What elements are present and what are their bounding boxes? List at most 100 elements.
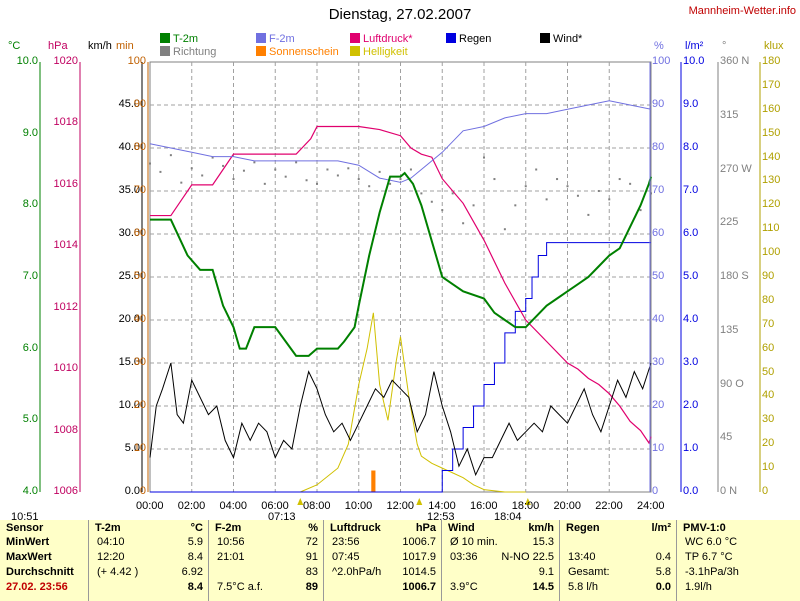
axis-tick-wind: 20.0	[118, 313, 140, 325]
table-cell: 10:56	[217, 536, 245, 548]
axis-tick-direction: 135	[720, 323, 739, 336]
axis-tick-direction: 225	[720, 216, 739, 229]
axis-tick-direction: 180 S	[720, 270, 749, 282]
table-column: Luftdruck hPa 23:56 1006.7 07:45 1017.9 ^2.0hP…	[323, 520, 442, 601]
x-tick-label: 20:00	[553, 500, 582, 512]
legend-item: Wind*	[540, 33, 582, 46]
axis-tick-humidity: 80	[652, 141, 665, 153]
axis-tick-temp: 7.0	[22, 270, 38, 282]
table-header: T-2m	[95, 522, 121, 534]
table-cell-value: 89	[305, 581, 318, 593]
table-cell: -3.1hPa/3h	[685, 566, 739, 578]
axis-tick-lux: 140	[762, 150, 781, 163]
richtung-point	[514, 204, 517, 207]
table-cell-value: 72	[305, 536, 318, 548]
x-tick-label: 06:00	[261, 500, 289, 512]
sunset-marker	[524, 498, 531, 505]
axis-unit-direction: °	[722, 40, 727, 52]
x-tick-label: 04:00	[219, 500, 248, 512]
table-column: F-2m% 10:56 72 21:01 91 83 7.5°C a.f. 89	[208, 520, 324, 601]
page-title: Dienstag, 27.02.2007	[328, 6, 472, 23]
richtung-point	[316, 182, 318, 185]
richtung-point	[232, 178, 235, 181]
axis-tick-lux: 80	[762, 293, 775, 306]
richtung-point	[389, 182, 392, 185]
axis-tick-lux: 90	[762, 270, 775, 282]
richtung-point	[639, 209, 642, 212]
richtung-point	[305, 179, 308, 182]
richtung-point	[149, 162, 151, 165]
table-cell-value: 8.4	[187, 581, 203, 593]
axis-tick-lux: 100	[762, 246, 781, 259]
axis-tick-lux: 160	[762, 102, 781, 115]
table-header: Luftdruck	[330, 522, 381, 534]
axis-tick-minutes: 0	[139, 485, 146, 497]
richtung-point	[618, 178, 621, 181]
richtung-point	[503, 228, 506, 231]
richtung-point	[201, 174, 204, 177]
axis-tick-temp: 5.0	[22, 413, 38, 426]
axis-tick-temp: 4.0	[22, 485, 38, 497]
series-luftdruck	[150, 125, 652, 445]
axis-tick-lux: 20	[762, 437, 775, 450]
richtung-point	[576, 194, 579, 197]
legend-label: Luftdruck*	[363, 33, 413, 45]
axis-tick-minutes: 10	[133, 442, 146, 454]
table-cell-value: 91	[305, 551, 318, 563]
richtung-point	[430, 200, 433, 203]
table-row-label: Durchschnitt	[6, 566, 74, 578]
axis-tick-wind: 25.0	[118, 270, 140, 282]
legend-label: F-2m	[269, 33, 295, 45]
richtung-point	[378, 170, 381, 173]
axis-tick-rain: 9.0	[683, 98, 699, 110]
richtung-point	[284, 175, 287, 178]
axis-tick-rain: 3.0	[683, 356, 699, 368]
axis-tick-humidity: 0	[652, 485, 659, 497]
richtung-point	[608, 198, 611, 201]
axis-tick-humidity: 100	[652, 55, 671, 67]
table-cell: ^2.0hPa/h	[332, 566, 382, 578]
series-t2m	[150, 171, 652, 357]
table-cell: Gesamt:	[568, 566, 610, 578]
table-cell-value: 1006.7	[402, 536, 436, 548]
table-cell: (+ 4.42 )	[97, 566, 139, 578]
noon-marker	[416, 498, 423, 505]
axis-tick-temp: 6.0	[22, 341, 38, 354]
table-cell-value: 0.4	[655, 551, 671, 563]
richtung-point	[159, 170, 162, 173]
site-link[interactable]: Mannheim-Wetter.info	[688, 5, 796, 17]
axis-tick-wind: 30.0	[118, 227, 140, 239]
table-row-label: MaxWert	[6, 551, 52, 563]
richtung-point	[566, 185, 569, 188]
richtung-point	[462, 222, 465, 225]
legend-item: Regen	[446, 33, 491, 46]
table-cell: 03:36	[450, 551, 478, 563]
axis-tick-rain: 0.0	[683, 485, 699, 497]
axis-tick-wind: 10.0	[118, 399, 140, 411]
x-tick-label: 10:00	[344, 500, 373, 512]
table-column: Sensor MinWert MaxWert Durchschnitt 27.02. 2…	[0, 520, 88, 601]
axis-tick-humidity: 50	[652, 270, 665, 282]
axis-tick-lux: 10	[762, 461, 775, 474]
axis-tick-direction: 90 O	[720, 377, 744, 390]
legend-swatch	[446, 33, 456, 43]
legend-swatch	[256, 46, 266, 56]
axis-unit-rain: l/m²	[685, 40, 704, 52]
axis-unit-wind: km/h	[88, 40, 112, 52]
axis-tick-rain: 10.0	[683, 55, 705, 67]
table-row-label: MinWert	[6, 536, 50, 548]
axis-tick-pressure: 1012	[53, 300, 78, 313]
axis-tick-lux: 60	[762, 341, 775, 354]
table-column: Wind km/h Ø 10 min. 15.3 03:36 N-NO 22.5 9.1 3.…	[441, 520, 560, 601]
richtung-point	[535, 168, 538, 171]
axis-unit-temp: °C	[8, 40, 21, 52]
richtung-point	[409, 168, 412, 171]
x-tick-label: 16:00	[470, 500, 498, 512]
axis-unit-pressure: hPa	[48, 40, 68, 52]
table-header-unit: hPa	[415, 522, 436, 534]
richtung-point	[545, 198, 548, 201]
table-cell-value: N-NO 22.5	[501, 551, 554, 563]
richtung-point	[274, 168, 277, 171]
axis-tick-rain: 4.0	[683, 313, 699, 325]
